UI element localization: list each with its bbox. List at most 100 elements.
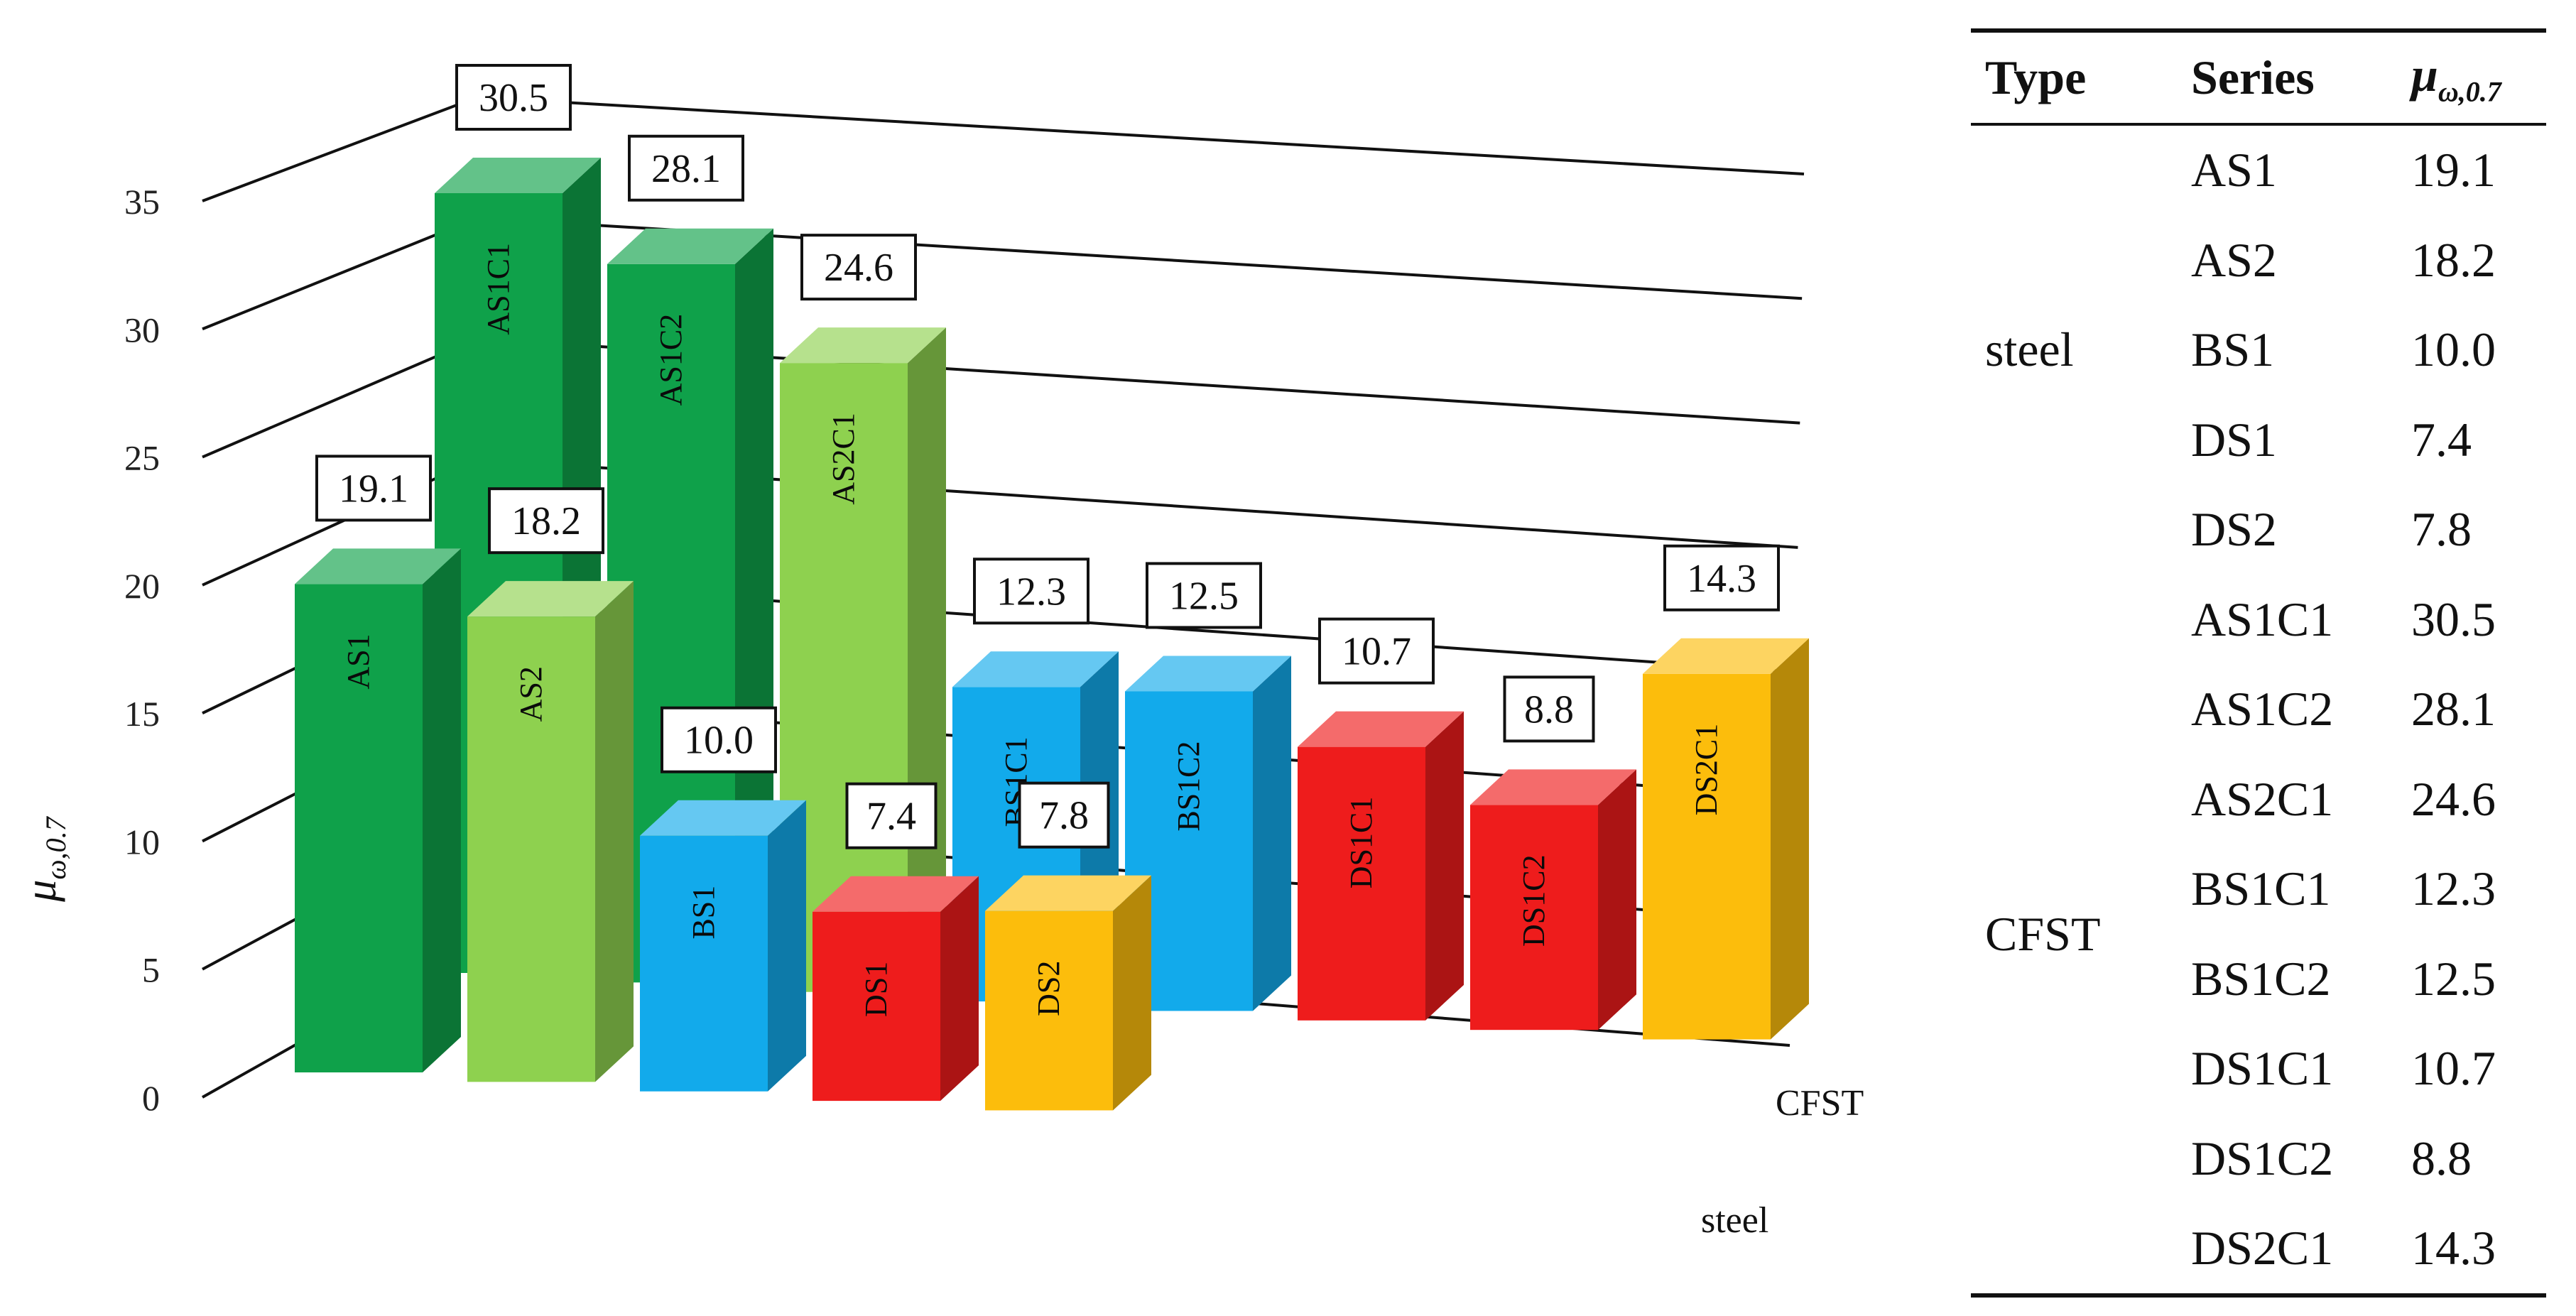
depth-label-cfst: CFST bbox=[1776, 1083, 1864, 1124]
value-label-box bbox=[1318, 617, 1435, 685]
bar-top-face bbox=[985, 875, 1151, 911]
table-row: BS1 10.0 bbox=[1971, 305, 2546, 396]
table-row: DS1C1 10.7 bbox=[1971, 1024, 2546, 1114]
series-cell: AS1 bbox=[2191, 143, 2277, 197]
header-mu-subscript: ω,0.7 bbox=[2438, 75, 2501, 108]
value-label-as1c1: 30.5 bbox=[455, 64, 572, 131]
value-cell: 18.2 bbox=[2411, 232, 2496, 287]
bar-name-label: DS1C1 bbox=[1344, 797, 1379, 889]
bar-side-face bbox=[1598, 769, 1636, 1030]
bar-name-label: DS2C1 bbox=[1689, 724, 1724, 816]
bar-ds1c2: DS1C2 bbox=[1470, 769, 1636, 1030]
value-labels: 30.5 28.1 24.6 12.3 12.5 10.7 8.8 14.3 19.1 18.2 1… bbox=[315, 64, 1780, 849]
table-row: BS1C2 12.5 bbox=[1971, 934, 2546, 1024]
bar-side-face bbox=[1113, 875, 1151, 1111]
value-label-text: 30.5 bbox=[479, 76, 548, 120]
bar-as2: AS2 bbox=[467, 581, 634, 1082]
bar-side-face bbox=[1771, 638, 1809, 1040]
bar-side-face bbox=[423, 548, 461, 1072]
bar-front-face bbox=[295, 584, 423, 1072]
bar-ds2c1: DS2C1 bbox=[1643, 638, 1809, 1040]
value-label-ds2c1: 14.3 bbox=[1663, 544, 1780, 611]
y-tick-label: 0 bbox=[142, 1078, 160, 1118]
value-label-text: 24.6 bbox=[824, 246, 893, 290]
value-label-box bbox=[628, 134, 744, 202]
series-cell: DS1C1 bbox=[2191, 1041, 2334, 1096]
bar-top-face bbox=[1125, 656, 1291, 692]
value-label-text: 19.1 bbox=[339, 467, 408, 511]
table-row: AS2C1 24.6 bbox=[1971, 754, 2546, 844]
bar-top-face bbox=[813, 876, 979, 912]
value-label-text: 10.7 bbox=[1342, 630, 1411, 674]
value-label-box bbox=[800, 234, 917, 301]
header-mu: μω,0.7 bbox=[2411, 31, 2546, 124]
bar-front-face bbox=[1470, 805, 1598, 1030]
series-cell: DS1C2 bbox=[2191, 1131, 2334, 1185]
value-cell: 14.3 bbox=[2411, 1221, 2496, 1276]
results-table: Type Series μω,0.7 steel AS1 19.1 AS2 18.2 BS… bbox=[1971, 28, 2546, 1298]
bar-bs1: BS1 bbox=[640, 800, 806, 1092]
bar-top-face bbox=[952, 651, 1119, 687]
bar-top-face bbox=[780, 327, 946, 364]
value-label-ds2: 7.8 bbox=[1018, 781, 1110, 849]
depth-label-steel: steel bbox=[1701, 1200, 1768, 1241]
bar-top-face bbox=[467, 581, 634, 617]
type-cell: steel bbox=[1985, 322, 2074, 377]
table-row: AS2 18.2 bbox=[1971, 215, 2546, 305]
bar-ds2: DS2 bbox=[985, 875, 1151, 1111]
y-axis-label-subscript: ω,0.7 bbox=[40, 815, 72, 879]
y-axis-label: μω,0.7 bbox=[17, 815, 72, 902]
table-row: steel AS1 19.1 bbox=[1971, 124, 2546, 376]
value-label-box bbox=[1146, 562, 1262, 629]
bar-as1: AS1 bbox=[295, 548, 461, 1072]
bar-name-label: AS1C1 bbox=[481, 243, 516, 335]
bar-name-label: AS2 bbox=[513, 666, 548, 722]
value-label-box bbox=[315, 455, 432, 522]
value-cell: 7.4 bbox=[2411, 412, 2472, 467]
bar-name-label: DS1C2 bbox=[1516, 854, 1551, 947]
bar-top-face bbox=[1643, 638, 1809, 674]
value-cell: 30.5 bbox=[2411, 592, 2496, 646]
series-cell: AS1C1 bbox=[2191, 592, 2334, 646]
value-label-bs1: 10.0 bbox=[661, 706, 777, 773]
bar-ds1c1: DS1C1 bbox=[1298, 711, 1464, 1021]
value-cell: 28.1 bbox=[2411, 682, 2496, 736]
bar-top-face bbox=[607, 228, 773, 264]
value-cell: 7.8 bbox=[2411, 502, 2472, 557]
value-cell: 19.1 bbox=[2411, 143, 2496, 197]
series-cell: BS1C1 bbox=[2191, 861, 2331, 916]
table-header-row: Type Series μω,0.7 bbox=[1971, 31, 2546, 124]
value-label-bs1c1: 12.3 bbox=[973, 558, 1089, 625]
value-label-box bbox=[661, 706, 777, 773]
value-label-as1: 19.1 bbox=[315, 455, 432, 522]
value-label-box bbox=[1663, 544, 1780, 611]
type-cell: CFST bbox=[1985, 906, 2101, 961]
value-label-ds1c2: 8.8 bbox=[1503, 675, 1595, 743]
value-label-box bbox=[455, 64, 572, 131]
table-row: BS1C1 12.3 bbox=[1971, 844, 2546, 935]
bar-name-label: AS1C2 bbox=[653, 314, 688, 406]
value-label-box bbox=[1018, 781, 1110, 849]
value-label-ds1c1: 10.7 bbox=[1318, 617, 1435, 685]
y-tick-label: 15 bbox=[124, 694, 160, 734]
y-tick-label: 30 bbox=[124, 310, 160, 349]
series-cell: AS1C2 bbox=[2191, 682, 2334, 736]
value-label-as1c2: 28.1 bbox=[628, 134, 744, 202]
value-label-text: 18.2 bbox=[511, 499, 581, 543]
table-row: DS2C1 14.3 bbox=[1971, 1204, 2546, 1296]
bar-front-face bbox=[1298, 746, 1425, 1021]
series-cell: AS2 bbox=[2191, 232, 2277, 287]
value-label-text: 8.8 bbox=[1524, 687, 1574, 732]
bar-front-face bbox=[813, 911, 940, 1102]
bar-front-face bbox=[467, 616, 595, 1082]
series-cell: BS1 bbox=[2191, 322, 2275, 377]
bar-side-face bbox=[768, 800, 806, 1092]
value-label-as2c1: 24.6 bbox=[800, 234, 917, 301]
bar-name-label: BS1 bbox=[686, 886, 721, 940]
value-label-box bbox=[973, 558, 1089, 625]
value-cell: 10.7 bbox=[2411, 1041, 2496, 1096]
bar-name-label: DS1 bbox=[859, 962, 893, 1017]
value-label-bs1c2: 12.5 bbox=[1146, 562, 1262, 629]
value-label-text: 14.3 bbox=[1687, 557, 1756, 601]
bar-name-label: AS1 bbox=[341, 633, 376, 689]
